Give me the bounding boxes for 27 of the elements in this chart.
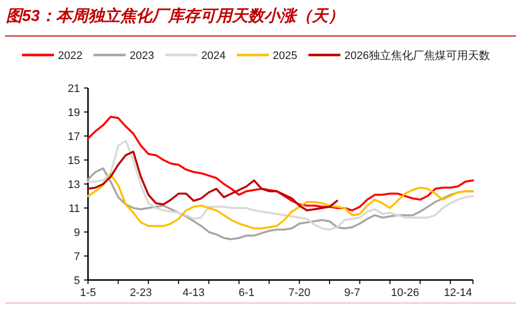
y-tick-label: 9	[74, 227, 80, 239]
x-tick-label: 9-7	[344, 287, 360, 299]
y-tick-label: 17	[68, 131, 80, 143]
legend-label: 2022	[58, 50, 82, 62]
y-tick-label: 13	[68, 179, 80, 191]
legend-label: 2023	[130, 50, 154, 62]
x-tick-label: 4-13	[182, 287, 205, 299]
line-series	[87, 173, 474, 230]
y-tick-label: 7	[74, 251, 80, 263]
x-tick-label: 10-26	[390, 287, 420, 299]
y-tick-label: 19	[68, 107, 80, 119]
y-tick-label: 11	[68, 203, 80, 215]
chart-title: 图53：本周独立焦化厂库存可用天数小涨（天）	[6, 6, 344, 25]
line-series	[87, 140, 474, 231]
y-tick-label: 5	[74, 275, 80, 287]
x-tick-label: 1-5	[80, 287, 96, 299]
line-series	[87, 150, 338, 212]
x-tick-label: 6-1	[238, 287, 254, 299]
line-series	[87, 116, 474, 212]
y-tick-label: 21	[68, 83, 80, 95]
legend-label: 2024	[201, 50, 226, 62]
y-tick-label: 15	[68, 155, 80, 167]
x-tick-label: 7-20	[288, 287, 310, 299]
x-tick-label: 12-14	[444, 287, 472, 299]
x-tick-label: 2-23	[130, 287, 152, 299]
legend-label: 2025	[272, 50, 298, 62]
legend-label: 2026独立焦化厂焦煤可用天数	[344, 49, 490, 62]
